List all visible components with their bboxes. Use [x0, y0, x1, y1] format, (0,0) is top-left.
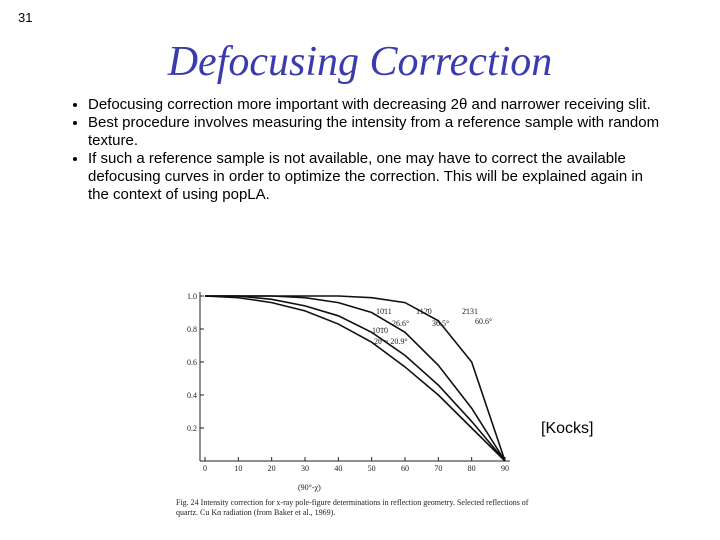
curve-angle: 2θ = 20.9° — [374, 337, 408, 346]
curve-label: 10̄11 — [376, 307, 392, 316]
curve — [205, 295, 506, 462]
x-tick-label: 20 — [268, 464, 276, 473]
curve-label: 2̄131 — [462, 307, 478, 316]
x-tick-label: 30 — [301, 464, 309, 473]
curve-label: 10̄1̄0 — [372, 326, 388, 335]
bullet: Best procedure involves measuring the in… — [88, 114, 663, 150]
y-tick-label: 1.0 — [187, 292, 197, 301]
caption-box: Fig. 24 Intensity correction for x-ray p… — [176, 498, 529, 517]
y-tick-label: 0.2 — [187, 424, 197, 433]
curve — [204, 295, 506, 462]
curve-angle: 60.6° — [475, 317, 492, 326]
x-tick-label: 80 — [468, 464, 476, 473]
y-tick-label: 0.8 — [187, 325, 197, 334]
slide-number: 31 — [18, 10, 33, 25]
bullet-list: Defocusing correction more important wit… — [60, 96, 663, 204]
x-axis-label: (90°-χ) — [298, 483, 321, 492]
x-tick-label: 90 — [501, 464, 509, 473]
x-tick-label: 0 — [203, 464, 207, 473]
curve — [205, 295, 506, 462]
curve — [205, 295, 506, 462]
caption: Fig. 24 Intensity correction for x-ray p… — [176, 498, 529, 517]
x-tick-label: 10 — [234, 464, 242, 473]
x-tick-label: 40 — [334, 464, 342, 473]
x-tick-label: 70 — [434, 464, 442, 473]
x-tick-label: 50 — [368, 464, 376, 473]
curve-label: 112̄0 — [416, 307, 432, 316]
citation: [Kocks] — [541, 420, 594, 437]
slide-title: Defocusing Correction — [167, 39, 553, 85]
bullet: Defocusing correction more important wit… — [88, 96, 663, 114]
bullet: If such a reference sample is not availa… — [88, 150, 663, 204]
y-tick-label: 0.4 — [187, 391, 197, 400]
curve-angle: 26.6° — [392, 319, 409, 328]
x-tick-label: 60 — [401, 464, 409, 473]
y-tick-label: 0.6 — [187, 358, 197, 367]
